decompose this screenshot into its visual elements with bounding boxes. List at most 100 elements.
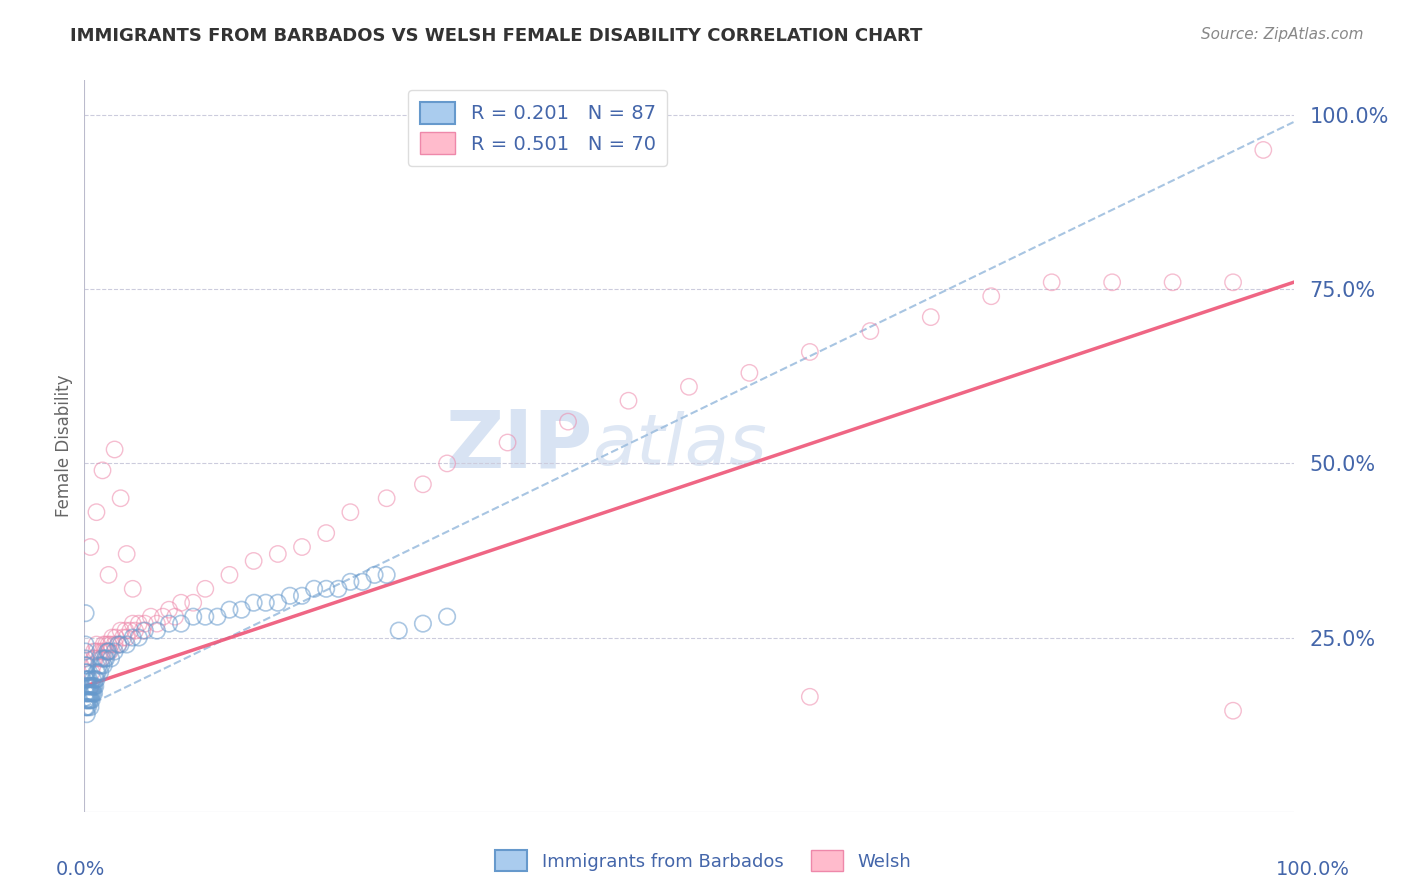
Point <box>84 673 107 687</box>
Point <box>617 393 640 408</box>
Point <box>86 673 108 687</box>
Point <box>76 700 98 714</box>
Point <box>107 638 129 652</box>
Point <box>79 700 101 714</box>
Point <box>83 686 105 700</box>
Point <box>128 616 150 631</box>
Point <box>115 547 138 561</box>
Point <box>315 526 337 541</box>
Point <box>110 624 132 638</box>
Point <box>79 686 101 700</box>
Point <box>77 673 100 687</box>
Point <box>75 606 97 620</box>
Point <box>124 624 146 638</box>
Point <box>77 679 100 693</box>
Point <box>76 679 98 693</box>
Point <box>557 415 579 429</box>
Point <box>98 644 121 658</box>
Point <box>339 574 361 589</box>
Point <box>328 582 350 596</box>
Point <box>267 547 290 561</box>
Point <box>77 700 100 714</box>
Point <box>170 596 193 610</box>
Point <box>207 609 229 624</box>
Point <box>388 624 411 638</box>
Point <box>920 310 942 325</box>
Point <box>131 624 153 638</box>
Point <box>75 651 97 665</box>
Point <box>121 631 143 645</box>
Point <box>139 609 162 624</box>
Point <box>110 491 132 506</box>
Point <box>1222 704 1244 718</box>
Point <box>80 686 103 700</box>
Point <box>76 707 98 722</box>
Point <box>86 505 108 519</box>
Point <box>1161 275 1184 289</box>
Point <box>84 679 107 693</box>
Point <box>75 673 97 687</box>
Point <box>75 665 97 680</box>
Point <box>77 693 100 707</box>
Point <box>291 540 314 554</box>
Point <box>100 651 122 665</box>
Point <box>128 631 150 645</box>
Text: ZIP: ZIP <box>444 407 592 485</box>
Point <box>97 638 120 652</box>
Point <box>146 616 169 631</box>
Point <box>170 616 193 631</box>
Point <box>79 540 101 554</box>
Point <box>80 679 103 693</box>
Point <box>738 366 761 380</box>
Point <box>96 644 118 658</box>
Point <box>315 582 337 596</box>
Point <box>76 686 98 700</box>
Point <box>91 644 114 658</box>
Text: atlas: atlas <box>592 411 766 481</box>
Point <box>165 609 187 624</box>
Point <box>1040 275 1063 289</box>
Point <box>194 609 217 624</box>
Point <box>146 624 169 638</box>
Point <box>859 324 882 338</box>
Point <box>436 457 458 471</box>
Point <box>75 700 97 714</box>
Text: 0.0%: 0.0% <box>56 860 105 880</box>
Point <box>121 616 143 631</box>
Point <box>94 638 117 652</box>
Point <box>86 665 108 680</box>
Point <box>94 651 117 665</box>
Point <box>254 596 277 610</box>
Point <box>75 658 97 673</box>
Point <box>104 631 127 645</box>
Point <box>104 644 127 658</box>
Point <box>436 609 458 624</box>
Point <box>496 435 519 450</box>
Point <box>93 658 115 673</box>
Point <box>799 345 821 359</box>
Point <box>278 589 301 603</box>
Point <box>104 638 127 652</box>
Point <box>76 673 98 687</box>
Point <box>75 644 97 658</box>
Point <box>77 686 100 700</box>
Point <box>121 582 143 596</box>
Point <box>94 644 117 658</box>
Point <box>77 686 100 700</box>
Point <box>112 631 135 645</box>
Point <box>89 644 111 658</box>
Point <box>82 686 104 700</box>
Y-axis label: Female Disability: Female Disability <box>55 375 73 517</box>
Point <box>107 638 129 652</box>
Point <box>79 679 101 693</box>
Point <box>84 651 107 665</box>
Point <box>157 603 180 617</box>
Point <box>91 463 114 477</box>
Point <box>80 665 103 680</box>
Point <box>79 679 101 693</box>
Point <box>115 638 138 652</box>
Point <box>242 554 264 568</box>
Point <box>152 609 174 624</box>
Point <box>83 651 105 665</box>
Point <box>97 567 120 582</box>
